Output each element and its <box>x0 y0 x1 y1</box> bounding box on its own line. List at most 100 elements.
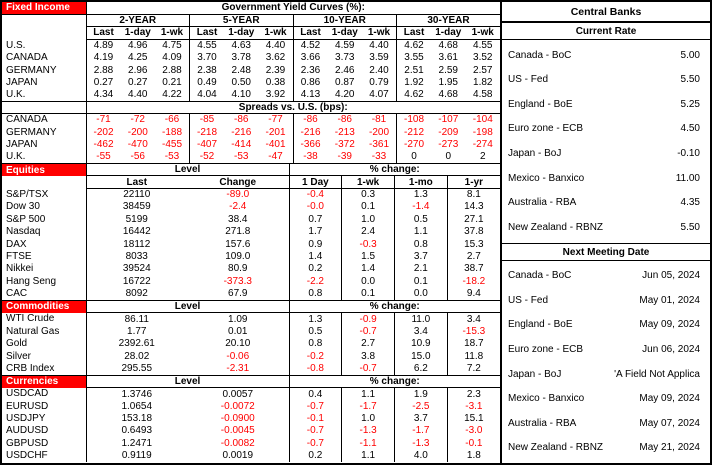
value-cell: 1.1 <box>394 225 448 238</box>
value-cell: 0.1 <box>341 287 395 300</box>
value-cell: -373.3 <box>187 275 290 288</box>
row-label: GERMANY <box>2 125 87 139</box>
value-cell: 1.0654 <box>121 400 153 412</box>
value-cell: 3.8 <box>341 349 395 363</box>
value-cell: -209 <box>438 126 459 138</box>
value-cell: 0.49 <box>197 77 217 89</box>
value-cell: 0.86 <box>300 77 321 89</box>
col-header-1wk: 1-wk <box>465 26 500 40</box>
value-cell: 4.89 <box>93 40 114 52</box>
central-banks-panel: Central Banks Current Rate Canada - BoC 5… <box>500 2 710 463</box>
kv-label: Japan - BoJ <box>508 368 562 380</box>
value-cell: 0.8 <box>289 287 343 300</box>
value-cell: -0.7 <box>341 362 395 375</box>
value-cell: 2.39 <box>258 63 294 77</box>
value-cell: 3.52 <box>473 52 493 64</box>
value-cell: 4.62 <box>404 89 424 101</box>
value-cell: 2.88 <box>93 64 114 76</box>
value-cell: 1.3746 <box>121 388 153 400</box>
equities-subheader-row: Last Change 1 Day 1-wk 1-mo 1-yr <box>2 175 500 189</box>
value-cell: 2.40 <box>362 63 397 77</box>
value-cell: 3.62 <box>258 51 294 64</box>
row-label: CANADA <box>2 51 87 64</box>
value-cell: 0.38 <box>258 76 294 89</box>
col-header-1wk: 1-wk <box>341 175 395 189</box>
table-row: USDCAD 1.3746 0.0057 0.4 1.1 1.9 2.3 <box>2 387 500 400</box>
value-cell: -407 <box>196 138 217 150</box>
kv-value: 11.00 <box>675 172 700 184</box>
row-label: Nikkei <box>2 262 87 276</box>
value-cell: 3.4 <box>394 325 448 338</box>
value-cell: 38.7 <box>464 263 484 275</box>
value-cell: 2392.61 <box>118 338 155 350</box>
value-cell: -0.7 <box>289 400 343 413</box>
col-header-last: Last <box>189 26 224 40</box>
value-cell: -462 <box>93 138 114 150</box>
value-cell: 0.87 <box>335 77 355 89</box>
value-cell: 18112 <box>123 238 151 250</box>
col-header-1day: 1-day <box>224 26 259 40</box>
value-cell: 2 <box>479 151 486 163</box>
value-cell: 2.7 <box>341 337 395 350</box>
value-cell: 3.7 <box>394 412 448 425</box>
value-cell: 67.9 <box>187 287 290 300</box>
value-cell: 2.48 <box>231 64 251 76</box>
value-cell: 0.6493 <box>121 425 153 437</box>
value-cell: -55 <box>96 151 111 163</box>
value-cell: 4.58 <box>473 89 493 101</box>
kv-row: Australia - RBA 4.35 <box>502 197 710 208</box>
value-cell: -270 <box>403 138 424 150</box>
value-cell: 4.10 <box>231 89 251 101</box>
empty-cell <box>2 175 87 189</box>
value-cell: 4.62 <box>404 40 424 52</box>
value-cell: 3.55 <box>404 52 424 64</box>
value-cell: 2.3 <box>466 388 481 400</box>
value-cell: 1.4 <box>289 250 343 263</box>
row-label: EURUSD <box>2 400 87 413</box>
value-cell: 0.9119 <box>121 450 152 462</box>
group-header-2yr: 2-YEAR <box>86 14 190 28</box>
left-panel: Fixed Income Government Yield Curves (%)… <box>2 2 500 463</box>
table-row: Natural Gas 1.77 0.01 0.5 -0.7 3.4 -15.3 <box>2 325 500 338</box>
table-row: Dow 30 38459 -2.4 -0.0 0.1 -1.4 14.3 <box>2 200 500 214</box>
row-label: Gold <box>2 337 87 350</box>
currencies-body: USDCAD 1.3746 0.0057 0.4 1.1 1.9 2.3 EURUSD 1.06… <box>2 387 500 462</box>
kv-value: 5.50 <box>680 74 700 86</box>
yields-subheader-row: Last 1-day 1-wk Last 1-day 1-wk Last 1-d… <box>2 26 500 40</box>
value-cell: 0 <box>445 151 452 163</box>
equities-body: S&P/TSX 22110 -89.0 -0.4 0.3 1.3 8.1 Dow 30 3845… <box>2 188 500 300</box>
row-label: U.S. <box>2 39 87 52</box>
col-header-change: Change <box>187 175 290 189</box>
value-cell: -0.4 <box>289 188 343 201</box>
value-cell: -89.0 <box>187 188 290 201</box>
value-cell: 271.8 <box>187 225 290 238</box>
table-row: CAC 8092 67.9 0.8 0.1 0.0 9.4 <box>2 287 500 300</box>
value-cell: 4.55 <box>473 40 493 52</box>
value-cell: -1.4 <box>394 200 448 214</box>
value-cell: 8.1 <box>466 189 481 201</box>
value-cell: 2.36 <box>300 64 321 76</box>
value-cell: 4.55 <box>197 40 217 52</box>
pct-change-header: % change: <box>289 300 500 314</box>
kv-label: Mexico - Banxico <box>508 172 585 184</box>
kv-value: May 01, 2024 <box>639 294 700 306</box>
value-cell: -366 <box>300 138 321 150</box>
value-cell: -71 <box>96 114 111 126</box>
value-cell: -1.3 <box>341 424 395 438</box>
value-cell: 2.88 <box>155 63 190 77</box>
value-cell: 3.66 <box>300 52 321 64</box>
value-cell: 9.4 <box>466 288 481 300</box>
value-cell: -200 <box>127 126 148 138</box>
commodities-header-row: Commodities Level % change: <box>2 300 500 314</box>
table-row: CANADA -71 -72 -66 -85 -86 -77 -86 -86 -81 -108 -10… <box>2 113 500 126</box>
value-cell: -372 <box>334 138 355 150</box>
value-cell: 7.2 <box>466 363 481 375</box>
row-label: Natural Gas <box>2 325 87 338</box>
value-cell: 1.77 <box>127 325 147 337</box>
value-cell: 0.0057 <box>187 387 290 400</box>
value-cell: 5199 <box>125 213 148 225</box>
level-header: Level <box>86 375 290 389</box>
col-header-1day: 1 Day <box>289 175 343 189</box>
value-cell: 4.09 <box>155 51 190 64</box>
value-cell: 4.19 <box>93 52 114 64</box>
